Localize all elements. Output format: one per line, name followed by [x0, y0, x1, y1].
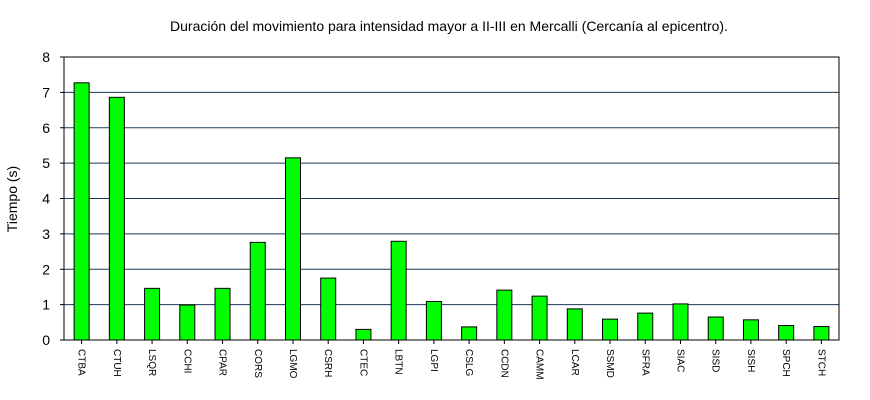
- bars: [73, 82, 830, 341]
- x-tick-label-cchi: CCHI: [181, 349, 192, 373]
- bar-ctec: [355, 328, 372, 341]
- x-tick-label-ctuh: CTUH: [111, 349, 122, 377]
- bar-cslg: [461, 326, 478, 341]
- y-tick-label: 2: [42, 261, 50, 277]
- x-tick-label-lgmo: LGMO: [287, 349, 298, 379]
- y-axis-ticks: 0 1 2 3 4 5 6 7 8: [42, 49, 64, 348]
- x-tick-label-cpar: CPAR: [217, 349, 228, 376]
- x-tick-label-ctba: CTBA: [76, 349, 87, 376]
- bar-sish: [742, 319, 759, 341]
- x-tick-label-camm: CAMM: [534, 349, 545, 380]
- bar-siac: [672, 303, 689, 341]
- x-tick-label-stch: STCH: [815, 349, 826, 376]
- bar-ssmd: [602, 318, 619, 341]
- x-tick-label-ccdn: CCDN: [498, 349, 509, 378]
- bar-lsqr: [144, 287, 161, 341]
- x-tick-label-ssmd: SSMD: [604, 349, 615, 378]
- y-tick-label: 7: [42, 84, 50, 100]
- x-tick-label-sisd: SISD: [710, 349, 721, 372]
- bar-lgpi: [425, 300, 442, 341]
- x-tick-label-lsqr: LSQR: [146, 349, 157, 376]
- bar-ccdn: [496, 289, 513, 341]
- bar-lcar: [566, 308, 583, 341]
- bar-spch: [778, 324, 795, 341]
- x-tick-label-sish: SISH: [745, 349, 756, 372]
- bar-stch: [813, 326, 830, 341]
- bar-cchi: [179, 304, 196, 341]
- x-tick-label-lbtn: LBTN: [393, 349, 404, 375]
- y-tick-label: 6: [42, 120, 50, 136]
- bar-csrh: [320, 277, 337, 341]
- y-tick-label: 8: [42, 49, 50, 65]
- bar-ctuh: [108, 96, 125, 341]
- y-tick-label: 5: [42, 155, 50, 171]
- bar-sfra: [637, 312, 654, 341]
- y-tick-label: 4: [42, 191, 50, 207]
- bar-sisd: [707, 316, 724, 341]
- chart-title: Duración del movimiento para intensidad …: [170, 18, 728, 34]
- x-axis-ticks: CTBA CTUH LSQR CCHI CPAR CORS LGMO CSRH CTEC LBTN…: [76, 340, 826, 380]
- y-axis-label: Tiempo (s): [4, 166, 20, 232]
- x-tick-label-cslg: CSLG: [463, 349, 474, 376]
- x-tick-label-ctec: CTEC: [357, 349, 368, 376]
- y-tick-label: 3: [42, 226, 50, 242]
- y-tick-label: 0: [42, 332, 50, 348]
- bar-cors: [249, 241, 266, 341]
- bar-cpar: [214, 287, 231, 341]
- bar-lgmo: [284, 157, 301, 341]
- x-tick-label-lcar: LCAR: [569, 349, 580, 376]
- x-tick-label-cors: CORS: [252, 349, 263, 378]
- bar-ctba: [73, 82, 90, 341]
- y-tick-label: 1: [42, 297, 50, 313]
- x-tick-label-lgpi: LGPI: [428, 349, 439, 372]
- x-tick-label-csrh: CSRH: [322, 349, 333, 377]
- x-tick-label-siac: SIAC: [674, 349, 685, 372]
- bar-camm: [531, 295, 548, 341]
- x-tick-label-sfra: SFRA: [639, 349, 650, 376]
- x-tick-label-spch: SPCH: [780, 349, 791, 377]
- bar-lbtn: [390, 240, 407, 341]
- gridlines: [64, 91, 839, 306]
